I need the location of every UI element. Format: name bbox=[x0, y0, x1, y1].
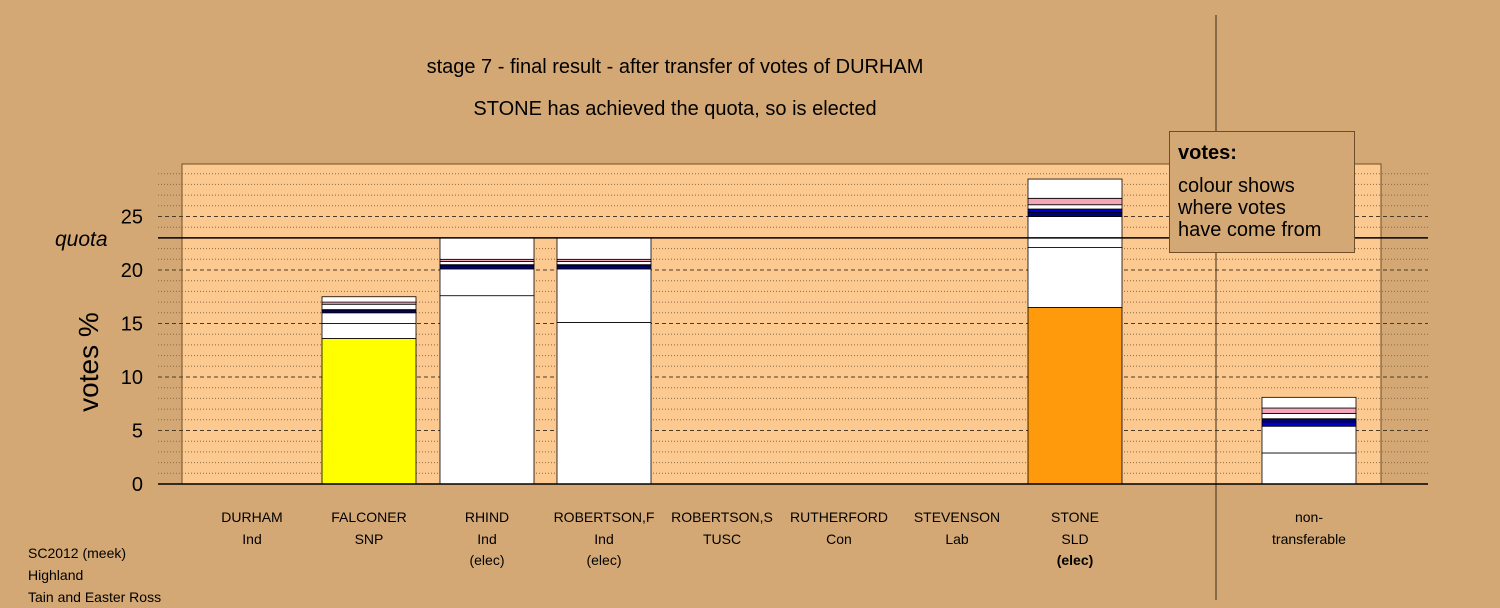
y-axis-label: votes % bbox=[73, 312, 104, 412]
x-tick-label-status: (elec) bbox=[1057, 552, 1094, 568]
bar-segment bbox=[556, 322, 652, 485]
bar-segment bbox=[439, 265, 535, 270]
x-tick-label-party: TUSC bbox=[703, 531, 741, 547]
bar-segment bbox=[321, 312, 417, 324]
bar-segment bbox=[321, 296, 417, 303]
y-tick-label: 15 bbox=[121, 314, 143, 336]
y-tick-label: 5 bbox=[132, 421, 143, 443]
bar-segment bbox=[1027, 247, 1123, 308]
quota-label: quota bbox=[55, 228, 108, 251]
footer-line-1: SC2012 (meek) bbox=[28, 545, 127, 561]
bar-segment bbox=[1027, 178, 1123, 199]
x-tick-label-party: Ind bbox=[594, 531, 613, 547]
x-tick-label-party: Lab bbox=[945, 531, 969, 547]
x-tick-label-status: (elec) bbox=[586, 552, 621, 568]
bar-segment bbox=[439, 295, 535, 485]
bar-segment bbox=[439, 261, 535, 266]
bar-segment bbox=[1027, 307, 1123, 485]
y-tick-label: 20 bbox=[121, 260, 143, 282]
x-tick-label-name: DURHAM bbox=[221, 509, 282, 525]
x-tick-label-status: (elec) bbox=[469, 552, 504, 568]
chart-title: stage 7 - final result - after transfer … bbox=[426, 56, 924, 78]
bar-segment bbox=[1027, 204, 1123, 210]
footer-line-2: Highland bbox=[28, 567, 84, 583]
legend-heading: votes: bbox=[1178, 142, 1237, 164]
x-tick-label-name: non- bbox=[1295, 509, 1323, 525]
bar-segment bbox=[1261, 418, 1357, 423]
x-tick-label-name: RUTHERFORD bbox=[790, 509, 888, 525]
x-tick-label-name: STEVENSON bbox=[914, 509, 1000, 525]
bar-segment bbox=[321, 303, 417, 310]
legend-line-2: where votes bbox=[1178, 197, 1286, 219]
x-tick-label-party: transferable bbox=[1272, 531, 1346, 547]
bar-segment bbox=[321, 323, 417, 339]
y-tick-label: 0 bbox=[132, 474, 143, 496]
x-tick-label-party: Con bbox=[826, 531, 852, 547]
footer-line-3: Tain and Easter Ross bbox=[28, 589, 162, 605]
x-tick-label-name: ROBERTSON,S bbox=[671, 509, 773, 525]
bar-segment bbox=[439, 237, 535, 260]
bar-segment bbox=[321, 338, 417, 485]
x-tick-label-name: STONE bbox=[1051, 509, 1099, 525]
y-tick-label: 10 bbox=[121, 367, 143, 389]
legend-box: votes: colour shows where votes have com… bbox=[1169, 131, 1355, 253]
bar-segment bbox=[556, 261, 652, 266]
chart-subtitle: STONE has achieved the quota, so is elec… bbox=[473, 98, 877, 120]
y-tick-label: 25 bbox=[121, 207, 143, 229]
bar-segment bbox=[1027, 211, 1123, 217]
bar-segment bbox=[1261, 425, 1357, 454]
bar-segment bbox=[556, 237, 652, 260]
bar-segment bbox=[1261, 421, 1357, 427]
bar-segment bbox=[1027, 197, 1123, 206]
bar-segment bbox=[556, 268, 652, 323]
bar-segment bbox=[556, 265, 652, 270]
bar-segment bbox=[1261, 412, 1357, 420]
legend-line-1: colour shows bbox=[1178, 175, 1295, 197]
legend-line-3: have come from bbox=[1178, 219, 1322, 241]
bar-segment bbox=[1261, 407, 1357, 414]
x-tick-label-party: SLD bbox=[1061, 531, 1088, 547]
x-tick-label-party: Ind bbox=[242, 531, 261, 547]
bar-segment bbox=[1261, 452, 1357, 485]
bar-segment bbox=[439, 268, 535, 297]
footer-info: SC2012 (meek) Highland Tain and Easter R… bbox=[28, 542, 161, 608]
x-tick-label-party: SNP bbox=[355, 531, 384, 547]
x-tick-label-name: FALCONER bbox=[331, 509, 406, 525]
bar-segment bbox=[1027, 216, 1123, 248]
x-tick-label-party: Ind bbox=[477, 531, 496, 547]
bar-segment bbox=[1261, 396, 1357, 409]
x-tick-label-name: RHIND bbox=[465, 509, 509, 525]
bar-segment bbox=[1027, 208, 1123, 213]
x-tick-label-name: ROBERTSON,F bbox=[554, 509, 655, 525]
